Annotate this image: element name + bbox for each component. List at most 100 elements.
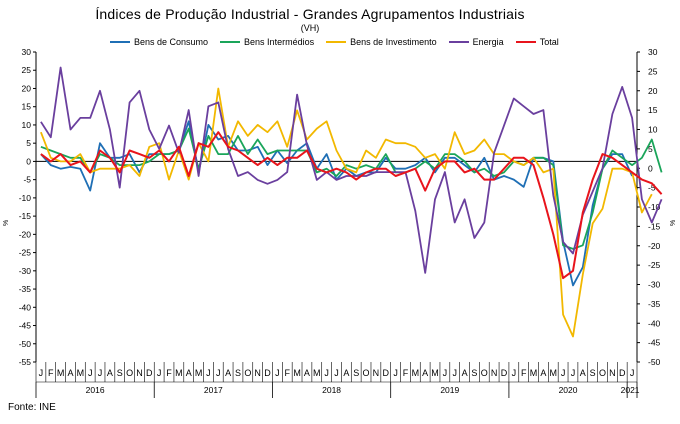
year-label: 2018: [322, 385, 341, 395]
x-tick-label: A: [462, 368, 468, 378]
year-label: 2019: [440, 385, 459, 395]
legend-label-total: Total: [539, 37, 559, 47]
y-tick-label-left: 0: [26, 156, 31, 166]
y-tick-label-right: -5: [648, 183, 656, 193]
x-tick-label: O: [126, 368, 133, 378]
x-tick-label: J: [452, 368, 457, 378]
y-tick-label-left: -40: [19, 302, 32, 312]
y-tick-label-right: -40: [648, 318, 661, 328]
y-tick-label-left: -55: [19, 357, 32, 367]
x-tick-label: A: [540, 368, 546, 378]
y-tick-label-right: -20: [648, 241, 661, 251]
series-line-0: [40, 120, 633, 287]
y-tick-label-left: 5: [26, 138, 31, 148]
x-tick-label: J: [630, 368, 635, 378]
y-tick-label-right: 25: [648, 66, 658, 76]
chart-legend: Bens de Consumo Bens Intermédios Bens de…: [110, 37, 571, 47]
x-tick-label: J: [206, 368, 211, 378]
source-note: Fonte: INE: [8, 402, 56, 413]
y-tick-label-left: -20: [19, 229, 32, 239]
y-tick-label-right: -35: [648, 299, 661, 309]
x-tick-label: S: [590, 368, 596, 378]
x-tick-label: S: [117, 368, 123, 378]
legend-item-intermedios: Bens Intermédios: [220, 37, 314, 47]
legend-item-consumo: Bens de Consumo: [110, 37, 208, 47]
y-tick-label-left: -30: [19, 266, 32, 276]
y-tick-label-right: -30: [648, 280, 661, 290]
legend-label-energia: Energia: [472, 37, 504, 47]
y-tick-label-right: 5: [648, 144, 653, 154]
x-tick-label: A: [422, 368, 428, 378]
x-tick-label: F: [403, 368, 409, 378]
y-tick-label-right: -15: [648, 221, 661, 231]
x-tick-label: J: [512, 368, 517, 378]
y-tick-label-left: -25: [19, 248, 32, 258]
y-tick-label-right: -50: [648, 357, 661, 367]
y-tick-label-left: -10: [19, 193, 32, 203]
x-tick-label: J: [571, 368, 576, 378]
x-tick-label: O: [363, 368, 370, 378]
y-tick-label-right: 30: [648, 47, 658, 57]
y-tick-label-left: -5: [23, 175, 31, 185]
y-tick-label-left: -50: [19, 339, 32, 349]
legend-label-consumo: Bens de Consumo: [134, 37, 209, 47]
x-tick-label: F: [521, 368, 527, 378]
legend-swatch-total: [515, 41, 536, 43]
x-tick-label: A: [580, 368, 586, 378]
x-tick-label: J: [88, 368, 93, 378]
y-tick-label-left: 30: [22, 47, 32, 57]
y-tick-label-left: 25: [22, 65, 32, 75]
x-tick-label: D: [619, 368, 626, 378]
y-tick-label-right: 0: [648, 163, 653, 173]
legend-swatch-energia: [448, 41, 469, 43]
x-tick-label: M: [313, 368, 321, 378]
x-tick-label: M: [77, 368, 85, 378]
legend-item-total: Total: [515, 37, 559, 47]
x-tick-label: M: [530, 368, 538, 378]
y-tick-label-left: -45: [19, 321, 32, 331]
x-tick-label: M: [195, 368, 203, 378]
x-tick-label: S: [235, 368, 241, 378]
x-tick-label: O: [599, 368, 606, 378]
y-tick-label-right: 15: [648, 105, 658, 115]
legend-label-investimento: Bens de Investimento: [350, 37, 437, 47]
x-tick-label: F: [284, 368, 290, 378]
legend-swatch-investimento: [326, 41, 347, 43]
x-tick-label: A: [67, 368, 73, 378]
x-tick-label: J: [98, 368, 103, 378]
x-tick-label: J: [275, 368, 280, 378]
legend-label-intermedios: Bens Intermédios: [244, 37, 315, 47]
chart-title: Índices de Produção Industrial - Grandes…: [95, 6, 525, 22]
chart-subtitle: (VH): [300, 23, 320, 33]
x-tick-label: O: [244, 368, 251, 378]
x-tick-label: N: [254, 368, 261, 378]
x-tick-label: D: [383, 368, 390, 378]
x-tick-label: M: [550, 368, 558, 378]
x-tick-label: M: [412, 368, 420, 378]
x-tick-label: S: [353, 368, 359, 378]
x-tick-label: S: [471, 368, 477, 378]
x-tick-label: N: [136, 368, 143, 378]
y-tick-label-left: 10: [22, 120, 32, 130]
y-tick-label-left: 20: [22, 83, 32, 93]
x-tick-label: D: [146, 368, 153, 378]
x-tick-label: J: [443, 368, 448, 378]
x-tick-label: J: [393, 368, 398, 378]
legend-swatch-intermedios: [220, 41, 241, 43]
x-tick-label: M: [431, 368, 439, 378]
x-tick-label: F: [166, 368, 172, 378]
year-label: 2020: [559, 385, 578, 395]
x-tick-label: J: [39, 368, 44, 378]
x-tick-label: N: [373, 368, 380, 378]
x-tick-label: F: [48, 368, 54, 378]
x-tick-label: N: [491, 368, 498, 378]
year-label: 2017: [204, 385, 223, 395]
x-tick-label: D: [501, 368, 508, 378]
x-tick-label: M: [175, 368, 183, 378]
x-tick-label: D: [264, 368, 271, 378]
y-tick-label-left: 15: [22, 102, 32, 112]
x-tick-label: M: [57, 368, 65, 378]
legend-item-investimento: Bens de Investimento: [326, 37, 437, 47]
year-label: 2016: [86, 385, 105, 395]
